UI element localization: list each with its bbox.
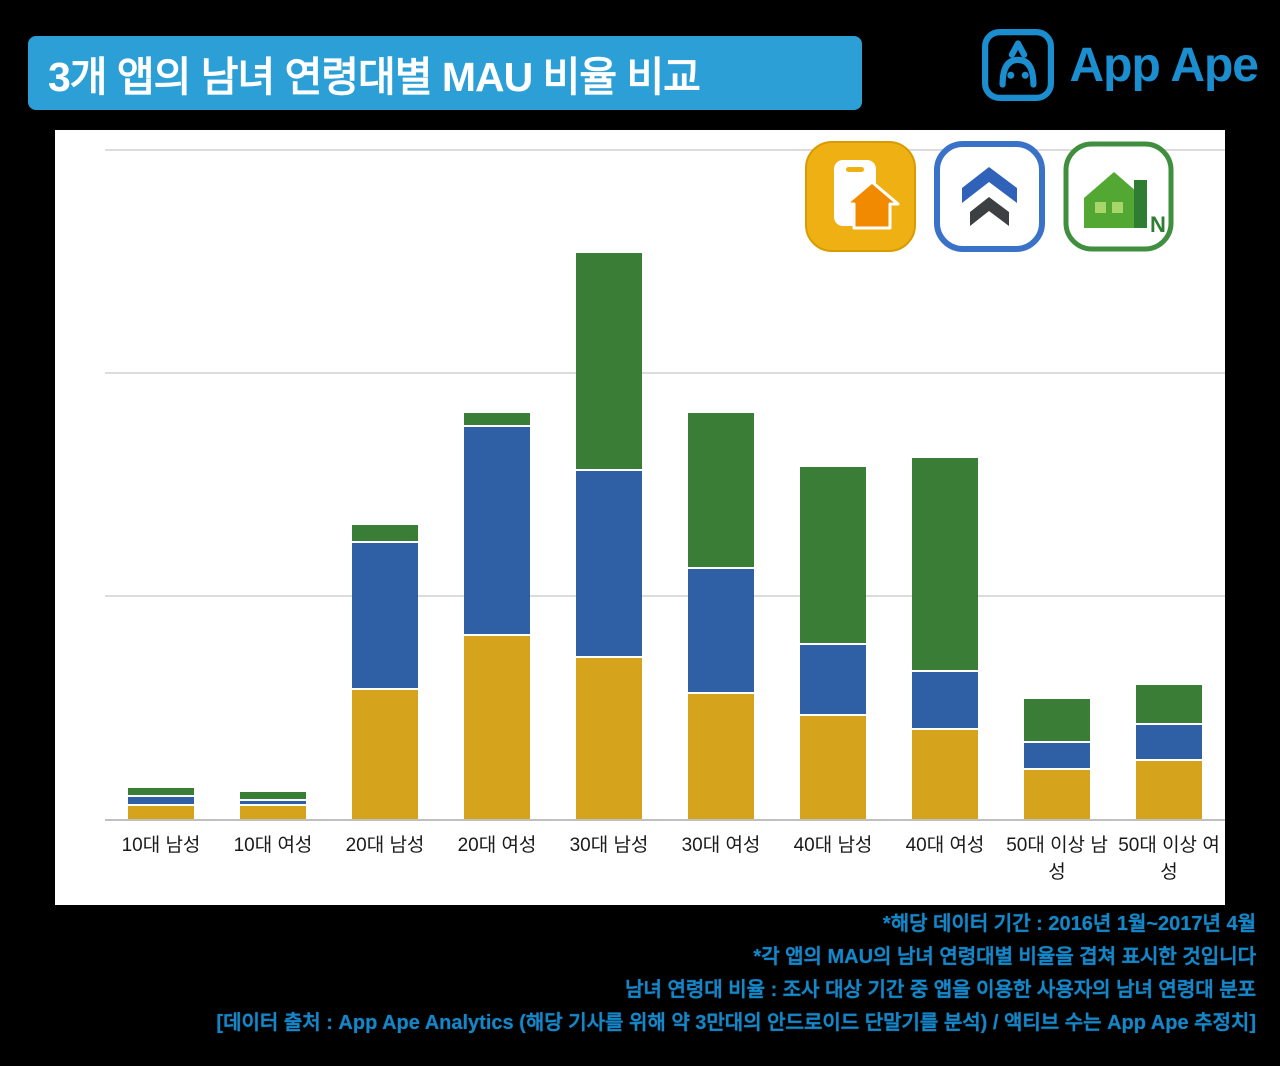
x-axis-label-10: 50대 이상 여성 — [1118, 835, 1220, 883]
title-banner: 3개 앱의 남녀 연령대별 MAU 비율 비교 — [28, 36, 862, 110]
x-axis-label-6: 30대 여성 — [681, 835, 761, 856]
bar-3 — [352, 524, 418, 819]
plot-area — [105, 130, 1225, 821]
blue-app-segment — [912, 671, 978, 730]
gold-app-segment — [688, 694, 754, 819]
blue-app-segment — [688, 569, 754, 695]
bar-6 — [688, 413, 754, 819]
page-title: 3개 앱의 남녀 연령대별 MAU 비율 비교 — [48, 54, 701, 100]
footnotes: *해당 데이터 기간 : 2016년 1월~2017년 4월 *각 앱의 MAU… — [216, 908, 1256, 1040]
bar-2 — [240, 792, 306, 819]
footnote-line-2: *각 앱의 MAU의 남녀 연령대별 비율을 겹쳐 표시한 것입니다 — [753, 946, 1256, 968]
footnote-line-4: [데이터 출처 : App Ape Analytics (해당 기사를 위해 약… — [216, 1012, 1256, 1034]
gold-app-segment — [128, 805, 194, 819]
x-axis-label-9: 50대 이상 남성 — [1006, 835, 1108, 883]
footnote-line-1: *해당 데이터 기간 : 2016년 1월~2017년 4월 — [882, 913, 1256, 935]
x-axis-label-7: 40대 남성 — [793, 835, 873, 856]
blue-app-segment — [240, 801, 306, 806]
green-app-segment — [800, 466, 866, 646]
x-axis-label-5: 30대 남성 — [569, 835, 649, 856]
blue-app-segment — [576, 471, 642, 659]
blue-app-segment — [800, 645, 866, 717]
green-house-icon: N — [1063, 141, 1174, 252]
green-app-segment — [1136, 685, 1202, 726]
blue-app-segment — [1136, 725, 1202, 762]
blue-house-chevron-icon — [934, 141, 1045, 252]
gridline — [105, 372, 1225, 374]
gold-app-segment — [800, 716, 866, 819]
gold-app-segment — [464, 636, 530, 819]
gridline — [105, 149, 1225, 151]
gold-app-segment — [352, 689, 418, 819]
bar-8 — [912, 457, 978, 819]
x-axis-labels: 10대 남성 10대 여성 20대 남성 20대 여성 30대 남성 30대 여성 40대 … — [105, 832, 1225, 902]
gold-app-segment — [240, 805, 306, 819]
bar-7 — [800, 466, 866, 819]
naver-badge-letter: N — [1150, 212, 1166, 237]
zigbang-app-icon — [804, 140, 917, 253]
chart-legend: N — [804, 140, 1175, 253]
gridline — [105, 595, 1225, 597]
green-app-segment — [352, 524, 418, 543]
x-axis-label-8: 40대 여성 — [905, 835, 985, 856]
green-app-segment — [240, 792, 306, 802]
green-app-segment — [464, 413, 530, 427]
app-ape-logo-text: App Ape — [1069, 38, 1259, 92]
footnote-line-3: 남녀 연령대 비율 : 조사 대상 기간 중 앱을 이용한 사용자의 남녀 연령… — [625, 979, 1256, 1001]
gold-app-segment — [1136, 761, 1202, 819]
green-app-segment — [688, 413, 754, 570]
x-axis-label-4: 20대 여성 — [457, 835, 537, 856]
green-app-segment — [1024, 698, 1090, 744]
green-app-segment — [128, 787, 194, 797]
green-app-segment — [912, 457, 978, 672]
bar-10 — [1136, 685, 1202, 819]
bar-9 — [1024, 698, 1090, 819]
naver-real-estate-app-icon: N — [1062, 140, 1175, 253]
bar-4 — [464, 413, 530, 819]
x-axis-label-3: 20대 남성 — [345, 835, 425, 856]
x-axis-label-2: 10대 여성 — [233, 835, 313, 856]
blue-house-app-icon — [933, 140, 1046, 253]
gold-app-segment — [1024, 769, 1090, 819]
app-ape-logo-icon — [982, 29, 1055, 101]
blue-app-segment — [1024, 743, 1090, 770]
green-app-segment — [576, 252, 642, 472]
app-ape-logo: App Ape — [981, 28, 1259, 102]
blue-app-segment — [128, 796, 194, 806]
gold-app-segment — [576, 658, 642, 819]
chart-card: N 10대 남성 10대 여성 20대 남성 20대 여성 30대 남성 30대 여성 40… — [55, 130, 1225, 905]
bar-1 — [128, 787, 194, 819]
gold-app-segment — [912, 729, 978, 819]
blue-app-segment — [464, 426, 530, 637]
x-axis-line — [105, 819, 1225, 821]
gold-house-phone-icon — [805, 141, 916, 252]
blue-app-segment — [352, 542, 418, 690]
bar-5 — [576, 252, 642, 819]
x-axis-label-1: 10대 남성 — [121, 835, 201, 856]
